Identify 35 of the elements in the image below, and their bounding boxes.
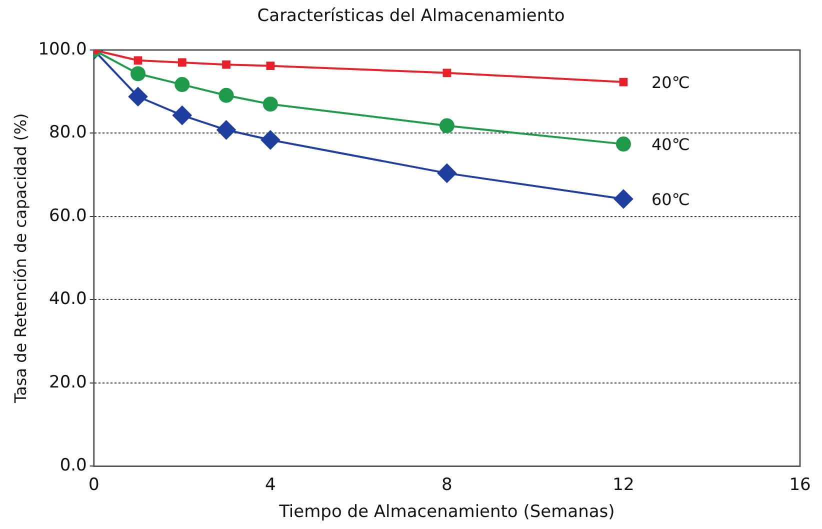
- y-tick-label: 100.0: [38, 39, 87, 60]
- y-tick-label: 20.0: [49, 372, 87, 392]
- point: [130, 66, 146, 82]
- series-label: 40℃: [651, 135, 690, 154]
- point: [174, 77, 190, 92]
- y-tick-label: 80.0: [49, 122, 87, 143]
- point: [178, 58, 186, 67]
- y-tick-label: 40.0: [49, 289, 87, 310]
- point: [216, 120, 236, 140]
- x-axis-title: Tiempo de Almacenamiento (Semanas): [278, 502, 615, 522]
- point: [222, 60, 230, 69]
- point: [134, 56, 142, 65]
- point: [260, 130, 280, 150]
- point: [172, 106, 192, 125]
- chart-title: Características del Almacenamiento: [256, 6, 566, 26]
- x-tick-label: 12: [612, 474, 634, 495]
- x-tick-label: 16: [789, 474, 811, 495]
- point: [262, 96, 278, 112]
- y-axis-title: Tasa de Retención de capacidad (%): [10, 113, 30, 404]
- x-tick-label: 0: [88, 474, 100, 495]
- x-tick-label: 8: [442, 474, 452, 495]
- y-tick-label: 60.0: [49, 206, 87, 226]
- point: [128, 87, 148, 106]
- x-tick-label: 4: [264, 474, 276, 495]
- point: [439, 118, 454, 134]
- point: [616, 136, 631, 152]
- point: [442, 68, 452, 78]
- point: [619, 78, 628, 86]
- point: [437, 164, 456, 183]
- point: [218, 88, 234, 103]
- point: [266, 62, 275, 70]
- point: [614, 190, 633, 208]
- y-tick-label: 0.0: [60, 456, 87, 476]
- series-label: 60℃: [651, 190, 690, 210]
- series-label: 20℃: [651, 73, 690, 92]
